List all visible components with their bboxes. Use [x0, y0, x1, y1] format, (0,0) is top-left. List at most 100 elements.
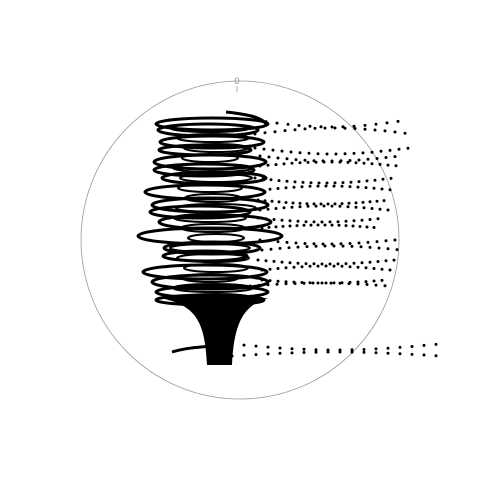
orbit-dot	[375, 157, 379, 160]
orbit-dot	[333, 126, 337, 130]
spiral-ring	[152, 153, 268, 171]
orbit-dot	[328, 220, 332, 224]
orbit-dot	[301, 180, 305, 184]
orbit-dot	[274, 225, 278, 229]
orbit-dot	[337, 223, 341, 227]
orbit-dot	[288, 224, 292, 228]
orbit-dot	[285, 179, 289, 183]
tail-stroke	[171, 344, 213, 354]
orbit-dot	[283, 129, 287, 133]
orbit-dot	[326, 202, 330, 206]
orbit-dot	[297, 124, 301, 127]
orbit-dot	[394, 164, 398, 168]
orbit-dot	[258, 154, 262, 158]
spiral-ring	[179, 173, 254, 183]
orbit-dot	[316, 152, 320, 156]
orbit-dot	[260, 188, 264, 192]
orbit-dot	[307, 151, 311, 155]
orbit-dot	[298, 151, 302, 155]
orbit-dot	[290, 161, 294, 165]
orbit-dot	[347, 282, 351, 286]
orbit-dot	[348, 265, 352, 269]
orbit-dot	[294, 241, 298, 245]
spiral-ring	[180, 223, 247, 233]
dotted-orbit-layer	[230, 118, 438, 358]
orbit-dot	[398, 352, 402, 356]
orbit-dot	[386, 208, 390, 212]
orbit-dot	[332, 244, 336, 248]
orbit-dot	[386, 351, 390, 355]
orbit-dot	[284, 282, 288, 286]
orbit-dot	[300, 185, 304, 189]
orbit-dot	[276, 156, 280, 160]
orbit-dot	[316, 223, 320, 227]
orbit-dot	[256, 216, 260, 220]
orbit-dot	[298, 161, 302, 165]
orbit-dot	[320, 281, 324, 285]
orbit-dot	[332, 184, 336, 188]
orbit-dot	[293, 128, 297, 132]
orbit-dot	[316, 281, 320, 285]
orbit-dot	[294, 158, 298, 162]
orbit-dot	[271, 148, 275, 152]
orbit-dot	[356, 265, 360, 269]
orbit-dot	[261, 177, 265, 181]
orbit-dot	[403, 131, 407, 135]
orbit-dot	[410, 352, 414, 356]
orbit-dot	[323, 244, 327, 248]
orbit-dot	[333, 181, 337, 185]
orbit-dot	[364, 280, 368, 284]
orbit-dot	[354, 205, 358, 209]
polar-boundary-circle	[80, 80, 400, 400]
orbit-dot	[260, 268, 264, 272]
orbit-dot	[268, 279, 272, 283]
orbit-dot	[368, 200, 372, 204]
orbit-dot	[338, 350, 342, 354]
orbit-dot	[353, 127, 357, 130]
orbit-dot	[397, 147, 401, 151]
orbit-dot	[330, 223, 334, 227]
orbit-dot	[348, 242, 352, 245]
spiral-ring	[172, 163, 255, 173]
orbit-dot	[341, 244, 345, 248]
orbit-dot	[344, 224, 348, 228]
orbit-dot	[264, 217, 268, 221]
orbit-dot	[262, 147, 266, 151]
orbit-dot	[356, 185, 360, 189]
orbit-dot	[267, 155, 271, 159]
orbit-dot	[303, 127, 307, 131]
spiral-ring	[169, 243, 252, 253]
orbit-dot	[312, 242, 316, 246]
orbit-dot	[281, 224, 285, 228]
orbit-dot	[278, 246, 282, 250]
orbit-dot	[293, 180, 297, 184]
orbit-dot	[282, 162, 286, 166]
orbit-dot	[372, 279, 376, 283]
orbit-dot	[257, 283, 261, 287]
orbit-dot	[332, 264, 336, 268]
orbit-dot	[319, 202, 323, 206]
orbit-dot	[350, 350, 354, 354]
orbit-dot	[242, 343, 246, 347]
orbit-dot	[357, 241, 361, 245]
orbit-dot	[422, 353, 426, 357]
orbit-dot	[434, 354, 438, 358]
orbit-dot	[422, 343, 426, 347]
orbit-dot	[364, 266, 368, 270]
orbit-dot	[285, 240, 289, 244]
orbit-dot	[388, 148, 392, 152]
orbit-dot	[303, 158, 307, 162]
orbit-dot	[276, 279, 280, 283]
orbit-dot	[330, 242, 334, 246]
orbit-dot	[288, 261, 292, 265]
orbit-dot	[316, 264, 320, 268]
orbit-dot	[354, 161, 358, 165]
orbit-dot	[256, 198, 260, 202]
orbit-dot	[354, 201, 358, 205]
orbit-dot	[340, 202, 344, 206]
orbit-dot	[395, 248, 399, 252]
orbit-dot	[385, 121, 389, 125]
orbit-dot	[290, 351, 294, 355]
orbit-dot	[344, 219, 348, 223]
spiral-ring	[183, 263, 250, 273]
